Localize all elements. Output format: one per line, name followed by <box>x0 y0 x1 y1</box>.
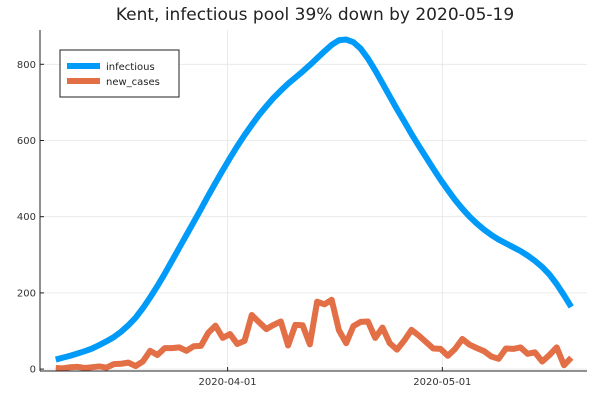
y-tick-label: 200 <box>17 288 36 299</box>
series-layer <box>54 36 574 372</box>
legend: infectious new_cases <box>59 49 180 98</box>
chart-title: Kent, infectious pool 39% down by 2020-0… <box>116 5 514 25</box>
x-axis-ticks: 2020-04-01 2020-05-01 <box>199 367 471 388</box>
legend-label-infectious: infectious <box>106 62 155 73</box>
legend-label-new-cases: new_cases <box>106 77 160 88</box>
x-gridlines <box>227 30 443 371</box>
y-axis-ticks: 0 200 400 600 800 <box>17 60 44 376</box>
y-tick-label: 800 <box>17 60 36 71</box>
series-line-new-cases <box>55 296 574 372</box>
legend-box <box>59 49 180 98</box>
y-tick-label: 400 <box>17 212 36 223</box>
x-tick-label: 2020-04-01 <box>199 377 257 388</box>
x-tick-label: 2020-05-01 <box>413 377 471 388</box>
series-line-infectious <box>54 36 574 363</box>
y-tick-label: 600 <box>17 136 36 147</box>
y-tick-label: 0 <box>30 365 36 376</box>
